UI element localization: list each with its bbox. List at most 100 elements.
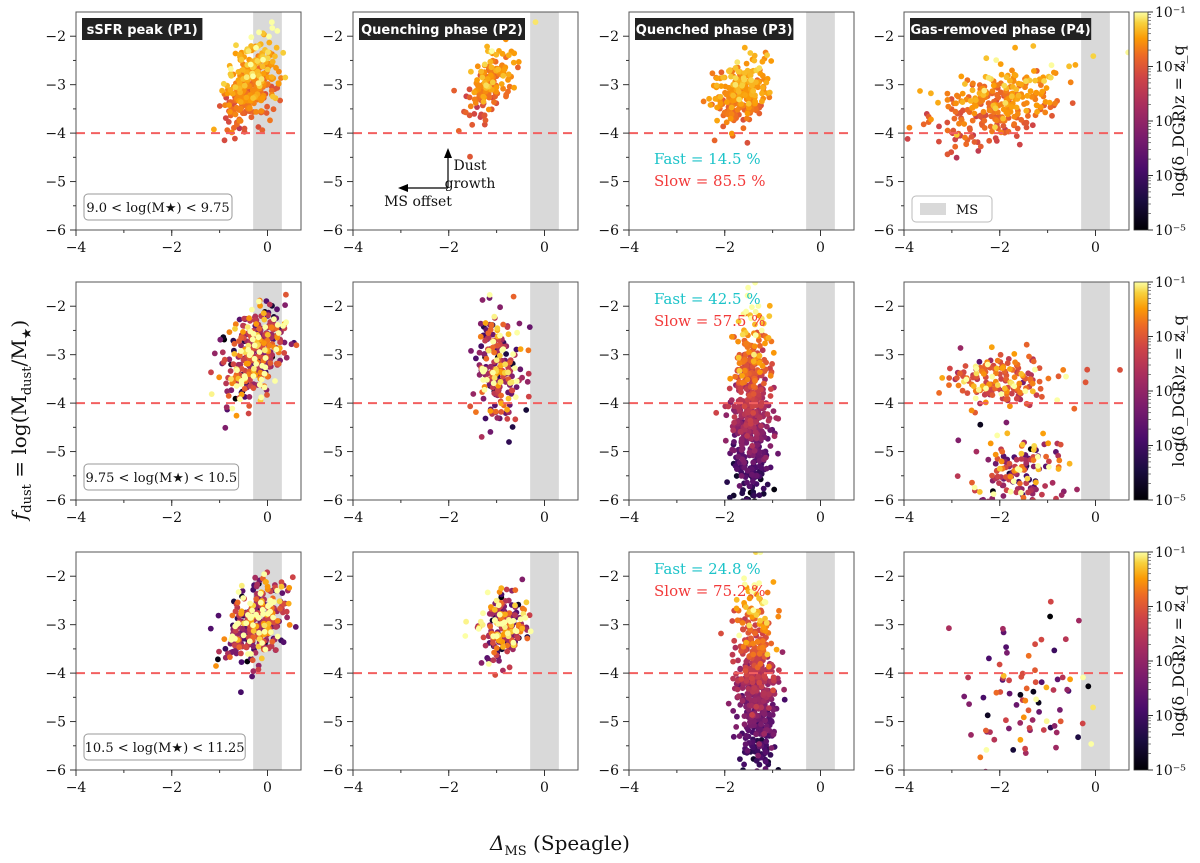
scatter-point bbox=[751, 447, 758, 454]
scatter-point bbox=[1018, 81, 1024, 88]
scatter-point bbox=[741, 403, 748, 410]
scatter-point bbox=[215, 612, 222, 619]
scatter-point bbox=[498, 409, 505, 415]
y-tick-label: −2 bbox=[598, 569, 619, 585]
scatter-point bbox=[490, 640, 496, 646]
scatter-point bbox=[260, 611, 266, 617]
scatter-point bbox=[962, 363, 969, 369]
scatter-point bbox=[989, 373, 996, 380]
scatter-point bbox=[759, 98, 765, 105]
scatter-point bbox=[478, 660, 485, 666]
scatter-point bbox=[224, 388, 231, 395]
scatter-point bbox=[743, 308, 749, 315]
scatter-point bbox=[226, 102, 233, 108]
scatter-point bbox=[722, 437, 729, 444]
scatter-point bbox=[992, 105, 999, 112]
scatter-point bbox=[471, 111, 478, 117]
scatter-point bbox=[255, 124, 262, 130]
scatter-point bbox=[763, 620, 770, 626]
x-tick-label: 0 bbox=[1091, 510, 1100, 526]
phase-label-box bbox=[910, 18, 1092, 40]
scatter-point bbox=[246, 315, 253, 322]
panel-r0-c0: −6 −5 −4 −3 −2 −4 −2 0 sSFR peak (P1) 9.0 < log(M… bbox=[45, 11, 302, 256]
scatter-point bbox=[493, 88, 500, 95]
scatter-point bbox=[485, 661, 492, 667]
scatter-point bbox=[732, 644, 739, 651]
scatter-point bbox=[758, 423, 764, 429]
scatter-point bbox=[1003, 396, 1009, 403]
scatter-point bbox=[970, 80, 976, 87]
scatter-point bbox=[736, 632, 743, 639]
phase-label-box bbox=[359, 18, 525, 40]
scatter-point bbox=[488, 64, 495, 71]
scatter-point bbox=[268, 643, 275, 650]
scatter-point bbox=[237, 99, 244, 105]
scatter-point bbox=[1006, 690, 1013, 697]
scatter-point bbox=[753, 757, 760, 764]
scatter-point bbox=[980, 694, 987, 701]
scatter-point bbox=[730, 675, 736, 682]
scatter-point bbox=[221, 356, 228, 363]
scatter-point bbox=[238, 659, 245, 665]
y-tick-label: −3 bbox=[45, 78, 66, 94]
scatter-point bbox=[752, 429, 759, 435]
scatter-point bbox=[255, 666, 262, 673]
scatter-point bbox=[500, 644, 506, 650]
scatter-point bbox=[250, 385, 257, 391]
scatter-point bbox=[998, 458, 1005, 465]
scatter-point bbox=[479, 297, 486, 303]
scatter-point bbox=[753, 591, 760, 598]
scatter-point bbox=[757, 552, 764, 556]
scatter-point bbox=[734, 686, 741, 693]
y-tick-label: −4 bbox=[873, 126, 894, 142]
scatter-point bbox=[944, 151, 951, 158]
scatter-point bbox=[761, 380, 767, 387]
scatter-point bbox=[1053, 495, 1059, 500]
scatter-point bbox=[491, 313, 498, 320]
scatter-point bbox=[928, 116, 934, 123]
scatter-point bbox=[709, 70, 716, 77]
scatter-point bbox=[495, 66, 502, 73]
panel-r0-c1: −6 −5 −4 −3 −2 −4 −2 0 Quenching phase (P2) bbox=[322, 11, 579, 256]
mass-bin-box bbox=[83, 733, 246, 761]
y-tick-label: −4 bbox=[45, 126, 66, 142]
scatter-point bbox=[243, 644, 249, 650]
scatter-point bbox=[720, 74, 726, 81]
y-tick-label: −2 bbox=[45, 569, 66, 585]
scatter-point bbox=[274, 334, 281, 341]
scatter-point bbox=[253, 596, 260, 602]
y-tick-label: −2 bbox=[322, 29, 343, 45]
x-tick-label: −2 bbox=[989, 780, 1010, 796]
scatter-point bbox=[713, 75, 720, 82]
scatter-point bbox=[1006, 460, 1013, 467]
scatter-point bbox=[1001, 385, 1008, 392]
scatter-point bbox=[276, 598, 283, 605]
scatter-point bbox=[961, 121, 968, 127]
scatter-point bbox=[957, 370, 963, 377]
scatter-point bbox=[765, 417, 772, 424]
scatter-point bbox=[750, 358, 757, 365]
scatter-point bbox=[281, 350, 288, 356]
scatter-point bbox=[757, 342, 763, 349]
scatter-point bbox=[242, 375, 249, 381]
scatter-point bbox=[227, 368, 234, 374]
scatter-point bbox=[753, 435, 760, 442]
scatter-point bbox=[768, 745, 775, 751]
scatter-point bbox=[264, 103, 270, 110]
scatter-point bbox=[728, 104, 735, 111]
scatter-point bbox=[986, 137, 993, 144]
scatter-point bbox=[968, 407, 975, 414]
panel-r2-c3: −6 −5 −4 −3 −2 −4 −2 0 bbox=[873, 551, 1130, 796]
scatter-point bbox=[944, 90, 951, 97]
scatter-point bbox=[495, 602, 502, 609]
scatter-point bbox=[741, 575, 747, 582]
scatter-point bbox=[258, 655, 265, 662]
scatter-point bbox=[1080, 674, 1086, 681]
scatter-point bbox=[992, 460, 999, 467]
scatter-point bbox=[751, 582, 758, 588]
panel-r1-c2: −6 −5 −4 −3 −2 −4 −2 0 bbox=[598, 281, 855, 526]
y-tick-label: −5 bbox=[598, 715, 619, 731]
scatter-point bbox=[480, 395, 487, 402]
scatter-point bbox=[953, 100, 959, 107]
panel-frame bbox=[903, 281, 1130, 501]
